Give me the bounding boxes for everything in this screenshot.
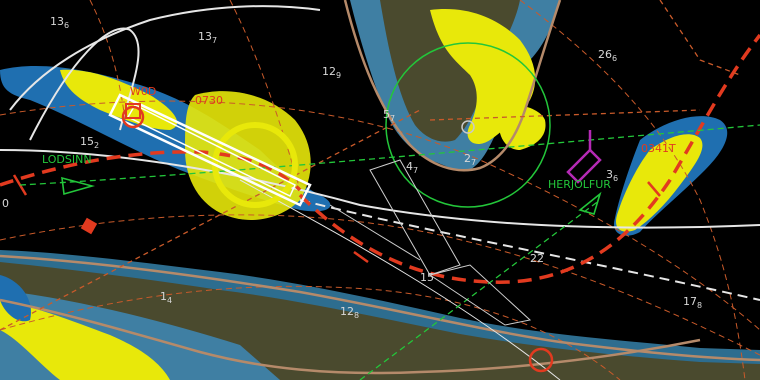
green-range-ring [385, 42, 551, 208]
depth-label-1: 136 [50, 15, 69, 30]
target-id-0730[interactable]: 0730 [195, 94, 223, 107]
coastline-south [0, 254, 760, 362]
route-white-north-arc [9, 5, 321, 111]
contour-4 [519, 0, 746, 380]
depth-label-13: 15 [420, 271, 434, 284]
coastline-south-2 [0, 298, 701, 375]
contour-3 [0, 285, 621, 380]
depth-label-3: 129 [322, 65, 341, 80]
vessel-outlines [329, 159, 532, 326]
own-ship-outline-inner [126, 104, 296, 198]
depth-label-7: 47 [406, 160, 418, 175]
route-white-thin [239, 179, 561, 380]
vessel-track-outline-1 [369, 159, 461, 276]
target-id-0341t[interactable]: 0341T [641, 142, 676, 155]
buoy-marker[interactable] [461, 120, 475, 134]
own-ship-circle-marker [121, 105, 145, 129]
misc-markers [80, 120, 602, 373]
route-white-dashed [299, 199, 760, 301]
green-target-triangle-2 [578, 191, 602, 215]
depth-label-11: 128 [340, 305, 359, 320]
depth-label-9: 36 [606, 168, 618, 183]
bearing-line-2 [429, 109, 701, 121]
depth-label-10: 14 [160, 290, 172, 305]
depth-label-6: 57 [383, 108, 395, 123]
magenta-target-symbol[interactable] [566, 130, 602, 184]
depth-label-2: 137 [198, 30, 217, 45]
depth-label-4: 266 [598, 48, 617, 63]
bearing-lines [0, 0, 741, 331]
planned-route-main [298, 33, 760, 284]
route-mark-3 [647, 181, 661, 197]
bearing-line-1 [0, 109, 421, 331]
red-square-marker[interactable] [80, 217, 98, 235]
route-white-loop [29, 27, 140, 141]
contour-2 [0, 214, 760, 356]
green-course-line [359, 199, 601, 380]
vessel-track-outline-2 [428, 264, 532, 326]
depth-label-5: 152 [80, 135, 99, 150]
echo-east-strong [615, 134, 703, 232]
edge-mark-label: 0 [2, 197, 9, 210]
contour-1 [0, 100, 760, 331]
coastline-headland [343, 0, 562, 172]
contour-5 [229, 0, 301, 191]
target-id-w0d[interactable]: W0D [130, 85, 156, 98]
green-target-triangle-1 [61, 176, 96, 196]
depth-label-14: 22 [530, 252, 544, 265]
own-ship-symbol [108, 93, 312, 208]
depth-labels: 136 137 129 266 152 57 47 27 36 14 128 1… [50, 15, 702, 320]
depth-label-8: 27 [464, 152, 476, 167]
green-overlays [19, 42, 760, 380]
target-labels: LODSINN HERJOLFUR 0341T 0730 W0D 0 [2, 85, 676, 210]
own-ship-outline-outer [108, 93, 312, 207]
anchor-marker-circle[interactable] [528, 347, 554, 373]
vessel-track-outline-3 [329, 204, 421, 261]
bearing-line-3 [659, 0, 741, 76]
green-heading-line [19, 124, 760, 186]
target-label-herjolfur[interactable]: HERJOLFUR [548, 178, 611, 191]
contour-6 [89, 0, 126, 121]
depth-label-12: 178 [683, 295, 702, 310]
echo-south-strong [0, 300, 170, 380]
route-mark-2 [353, 250, 369, 264]
echo-south-left [0, 275, 31, 322]
target-label-lodsinn[interactable]: LODSINN [42, 153, 92, 166]
